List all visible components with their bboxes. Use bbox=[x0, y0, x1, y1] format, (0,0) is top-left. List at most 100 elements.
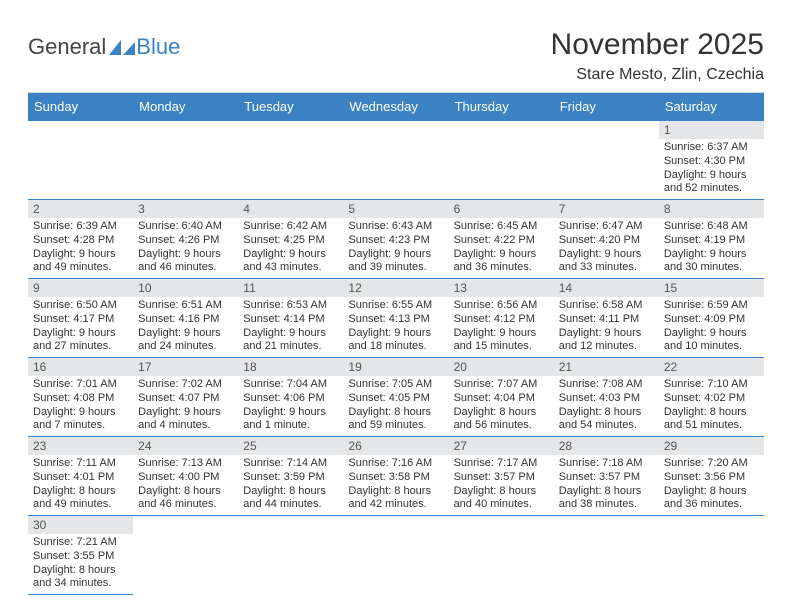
weekday-header: Thursday bbox=[449, 93, 554, 121]
calendar-day-cell: 4Sunrise: 6:42 AMSunset: 4:25 PMDaylight… bbox=[238, 200, 343, 279]
day-details: Sunrise: 6:43 AMSunset: 4:23 PMDaylight:… bbox=[343, 218, 448, 278]
day-details: Sunrise: 6:53 AMSunset: 4:14 PMDaylight:… bbox=[238, 297, 343, 357]
daylight-text: Daylight: 8 hours and 36 minutes. bbox=[664, 485, 759, 513]
sunrise-text: Sunrise: 7:05 AM bbox=[348, 378, 443, 392]
sunset-text: Sunset: 4:02 PM bbox=[664, 392, 759, 406]
sunrise-text: Sunrise: 6:55 AM bbox=[348, 299, 443, 313]
sunset-text: Sunset: 4:17 PM bbox=[33, 313, 128, 327]
calendar-day-cell bbox=[28, 121, 133, 200]
weekday-header: Tuesday bbox=[238, 93, 343, 121]
day-details: Sunrise: 6:55 AMSunset: 4:13 PMDaylight:… bbox=[343, 297, 448, 357]
day-details: Sunrise: 6:47 AMSunset: 4:20 PMDaylight:… bbox=[554, 218, 659, 278]
day-details: Sunrise: 6:39 AMSunset: 4:28 PMDaylight:… bbox=[28, 218, 133, 278]
day-number: 29 bbox=[659, 437, 764, 455]
day-number: 7 bbox=[554, 200, 659, 218]
day-number: 17 bbox=[133, 358, 238, 376]
calendar-day-cell: 12Sunrise: 6:55 AMSunset: 4:13 PMDayligh… bbox=[343, 279, 448, 358]
sunset-text: Sunset: 4:01 PM bbox=[33, 471, 128, 485]
sunrise-text: Sunrise: 6:37 AM bbox=[664, 141, 759, 155]
calendar-day-cell: 28Sunrise: 7:18 AMSunset: 3:57 PMDayligh… bbox=[554, 437, 659, 516]
day-details: Sunrise: 7:02 AMSunset: 4:07 PMDaylight:… bbox=[133, 376, 238, 436]
day-number: 21 bbox=[554, 358, 659, 376]
daylight-text: Daylight: 9 hours and 43 minutes. bbox=[243, 248, 338, 276]
sunset-text: Sunset: 4:25 PM bbox=[243, 234, 338, 248]
page-header: General Blue November 2025 Stare Mesto, … bbox=[28, 28, 764, 84]
sunrise-text: Sunrise: 7:07 AM bbox=[454, 378, 549, 392]
daylight-text: Daylight: 9 hours and 18 minutes. bbox=[348, 327, 443, 355]
day-details: Sunrise: 7:07 AMSunset: 4:04 PMDaylight:… bbox=[449, 376, 554, 436]
sunset-text: Sunset: 3:55 PM bbox=[33, 550, 128, 564]
calendar-day-cell: 5Sunrise: 6:43 AMSunset: 4:23 PMDaylight… bbox=[343, 200, 448, 279]
sunrise-text: Sunrise: 7:18 AM bbox=[559, 457, 654, 471]
sunrise-text: Sunrise: 7:10 AM bbox=[664, 378, 759, 392]
sunrise-text: Sunrise: 6:45 AM bbox=[454, 220, 549, 234]
calendar-day-cell: 1 Sunrise: 6:37 AMSunset: 4:30 PMDaylight… bbox=[659, 121, 764, 200]
sunrise-text: Sunrise: 6:51 AM bbox=[138, 299, 233, 313]
calendar-day-cell bbox=[659, 516, 764, 595]
sunset-text: Sunset: 4:06 PM bbox=[243, 392, 338, 406]
calendar-day-cell bbox=[554, 516, 659, 595]
sunrise-text: Sunrise: 6:48 AM bbox=[664, 220, 759, 234]
calendar-day-cell: 30Sunrise: 7:21 AMSunset: 3:55 PMDayligh… bbox=[28, 516, 133, 595]
calendar-day-cell bbox=[343, 516, 448, 595]
calendar-day-cell bbox=[238, 516, 343, 595]
calendar-day-cell: 26Sunrise: 7:16 AMSunset: 3:58 PMDayligh… bbox=[343, 437, 448, 516]
calendar-day-cell: 10Sunrise: 6:51 AMSunset: 4:16 PMDayligh… bbox=[133, 279, 238, 358]
day-details: Sunrise: 6:40 AMSunset: 4:26 PMDaylight:… bbox=[133, 218, 238, 278]
day-details: Sunrise: 7:10 AMSunset: 4:02 PMDaylight:… bbox=[659, 376, 764, 436]
sunrise-text: Sunrise: 6:39 AM bbox=[33, 220, 128, 234]
title-block: November 2025 Stare Mesto, Zlin, Czechia bbox=[551, 28, 764, 84]
day-details: Sunrise: 7:17 AMSunset: 3:57 PMDaylight:… bbox=[449, 455, 554, 515]
day-details: Sunrise: 7:14 AMSunset: 3:59 PMDaylight:… bbox=[238, 455, 343, 515]
sunset-text: Sunset: 4:13 PM bbox=[348, 313, 443, 327]
daylight-text: Daylight: 9 hours and 27 minutes. bbox=[33, 327, 128, 355]
daylight-text: Daylight: 9 hours and 21 minutes. bbox=[243, 327, 338, 355]
sunset-text: Sunset: 3:58 PM bbox=[348, 471, 443, 485]
sunset-text: Sunset: 4:22 PM bbox=[454, 234, 549, 248]
sunrise-text: Sunrise: 7:08 AM bbox=[559, 378, 654, 392]
daylight-text: Daylight: 9 hours and 52 minutes. bbox=[664, 169, 759, 197]
sunrise-text: Sunrise: 6:50 AM bbox=[33, 299, 128, 313]
sunset-text: Sunset: 4:11 PM bbox=[559, 313, 654, 327]
day-details: Sunrise: 6:48 AMSunset: 4:19 PMDaylight:… bbox=[659, 218, 764, 278]
day-details: Sunrise: 7:11 AMSunset: 4:01 PMDaylight:… bbox=[28, 455, 133, 515]
daylight-text: Daylight: 8 hours and 46 minutes. bbox=[138, 485, 233, 513]
day-details: Sunrise: 7:16 AMSunset: 3:58 PMDaylight:… bbox=[343, 455, 448, 515]
day-number: 2 bbox=[28, 200, 133, 218]
calendar-day-cell: 27Sunrise: 7:17 AMSunset: 3:57 PMDayligh… bbox=[449, 437, 554, 516]
calendar-day-cell: 24Sunrise: 7:13 AMSunset: 4:00 PMDayligh… bbox=[133, 437, 238, 516]
day-number: 1 bbox=[659, 121, 764, 139]
sunrise-text: Sunrise: 7:11 AM bbox=[33, 457, 128, 471]
logo-sail-icon bbox=[108, 38, 136, 56]
day-number: 10 bbox=[133, 279, 238, 297]
sunrise-text: Sunrise: 6:47 AM bbox=[559, 220, 654, 234]
logo-word1: General bbox=[28, 34, 106, 60]
sunset-text: Sunset: 4:08 PM bbox=[33, 392, 128, 406]
sunset-text: Sunset: 4:30 PM bbox=[664, 155, 759, 169]
sunrise-text: Sunrise: 7:14 AM bbox=[243, 457, 338, 471]
day-number: 14 bbox=[554, 279, 659, 297]
daylight-text: Daylight: 9 hours and 1 minute. bbox=[243, 406, 338, 434]
day-number: 25 bbox=[238, 437, 343, 455]
sunset-text: Sunset: 3:56 PM bbox=[664, 471, 759, 485]
day-number: 28 bbox=[554, 437, 659, 455]
daylight-text: Daylight: 8 hours and 56 minutes. bbox=[454, 406, 549, 434]
calendar-day-cell bbox=[133, 516, 238, 595]
location-text: Stare Mesto, Zlin, Czechia bbox=[551, 66, 764, 84]
calendar-day-cell: 9Sunrise: 6:50 AMSunset: 4:17 PMDaylight… bbox=[28, 279, 133, 358]
day-number: 15 bbox=[659, 279, 764, 297]
daylight-text: Daylight: 8 hours and 42 minutes. bbox=[348, 485, 443, 513]
calendar-day-cell: 25Sunrise: 7:14 AMSunset: 3:59 PMDayligh… bbox=[238, 437, 343, 516]
sunrise-text: Sunrise: 7:04 AM bbox=[243, 378, 338, 392]
calendar-day-cell: 6Sunrise: 6:45 AMSunset: 4:22 PMDaylight… bbox=[449, 200, 554, 279]
calendar-week-row: 30Sunrise: 7:21 AMSunset: 3:55 PMDayligh… bbox=[28, 516, 764, 595]
day-details: Sunrise: 7:01 AMSunset: 4:08 PMDaylight:… bbox=[28, 376, 133, 436]
calendar-table: Sunday Monday Tuesday Wednesday Thursday… bbox=[28, 93, 764, 595]
sunrise-text: Sunrise: 6:58 AM bbox=[559, 299, 654, 313]
calendar-day-cell bbox=[449, 516, 554, 595]
day-number: 22 bbox=[659, 358, 764, 376]
calendar-page: General Blue November 2025 Stare Mesto, … bbox=[0, 0, 792, 595]
calendar-week-row: 23Sunrise: 7:11 AMSunset: 4:01 PMDayligh… bbox=[28, 437, 764, 516]
daylight-text: Daylight: 9 hours and 39 minutes. bbox=[348, 248, 443, 276]
calendar-day-cell: 15Sunrise: 6:59 AMSunset: 4:09 PMDayligh… bbox=[659, 279, 764, 358]
